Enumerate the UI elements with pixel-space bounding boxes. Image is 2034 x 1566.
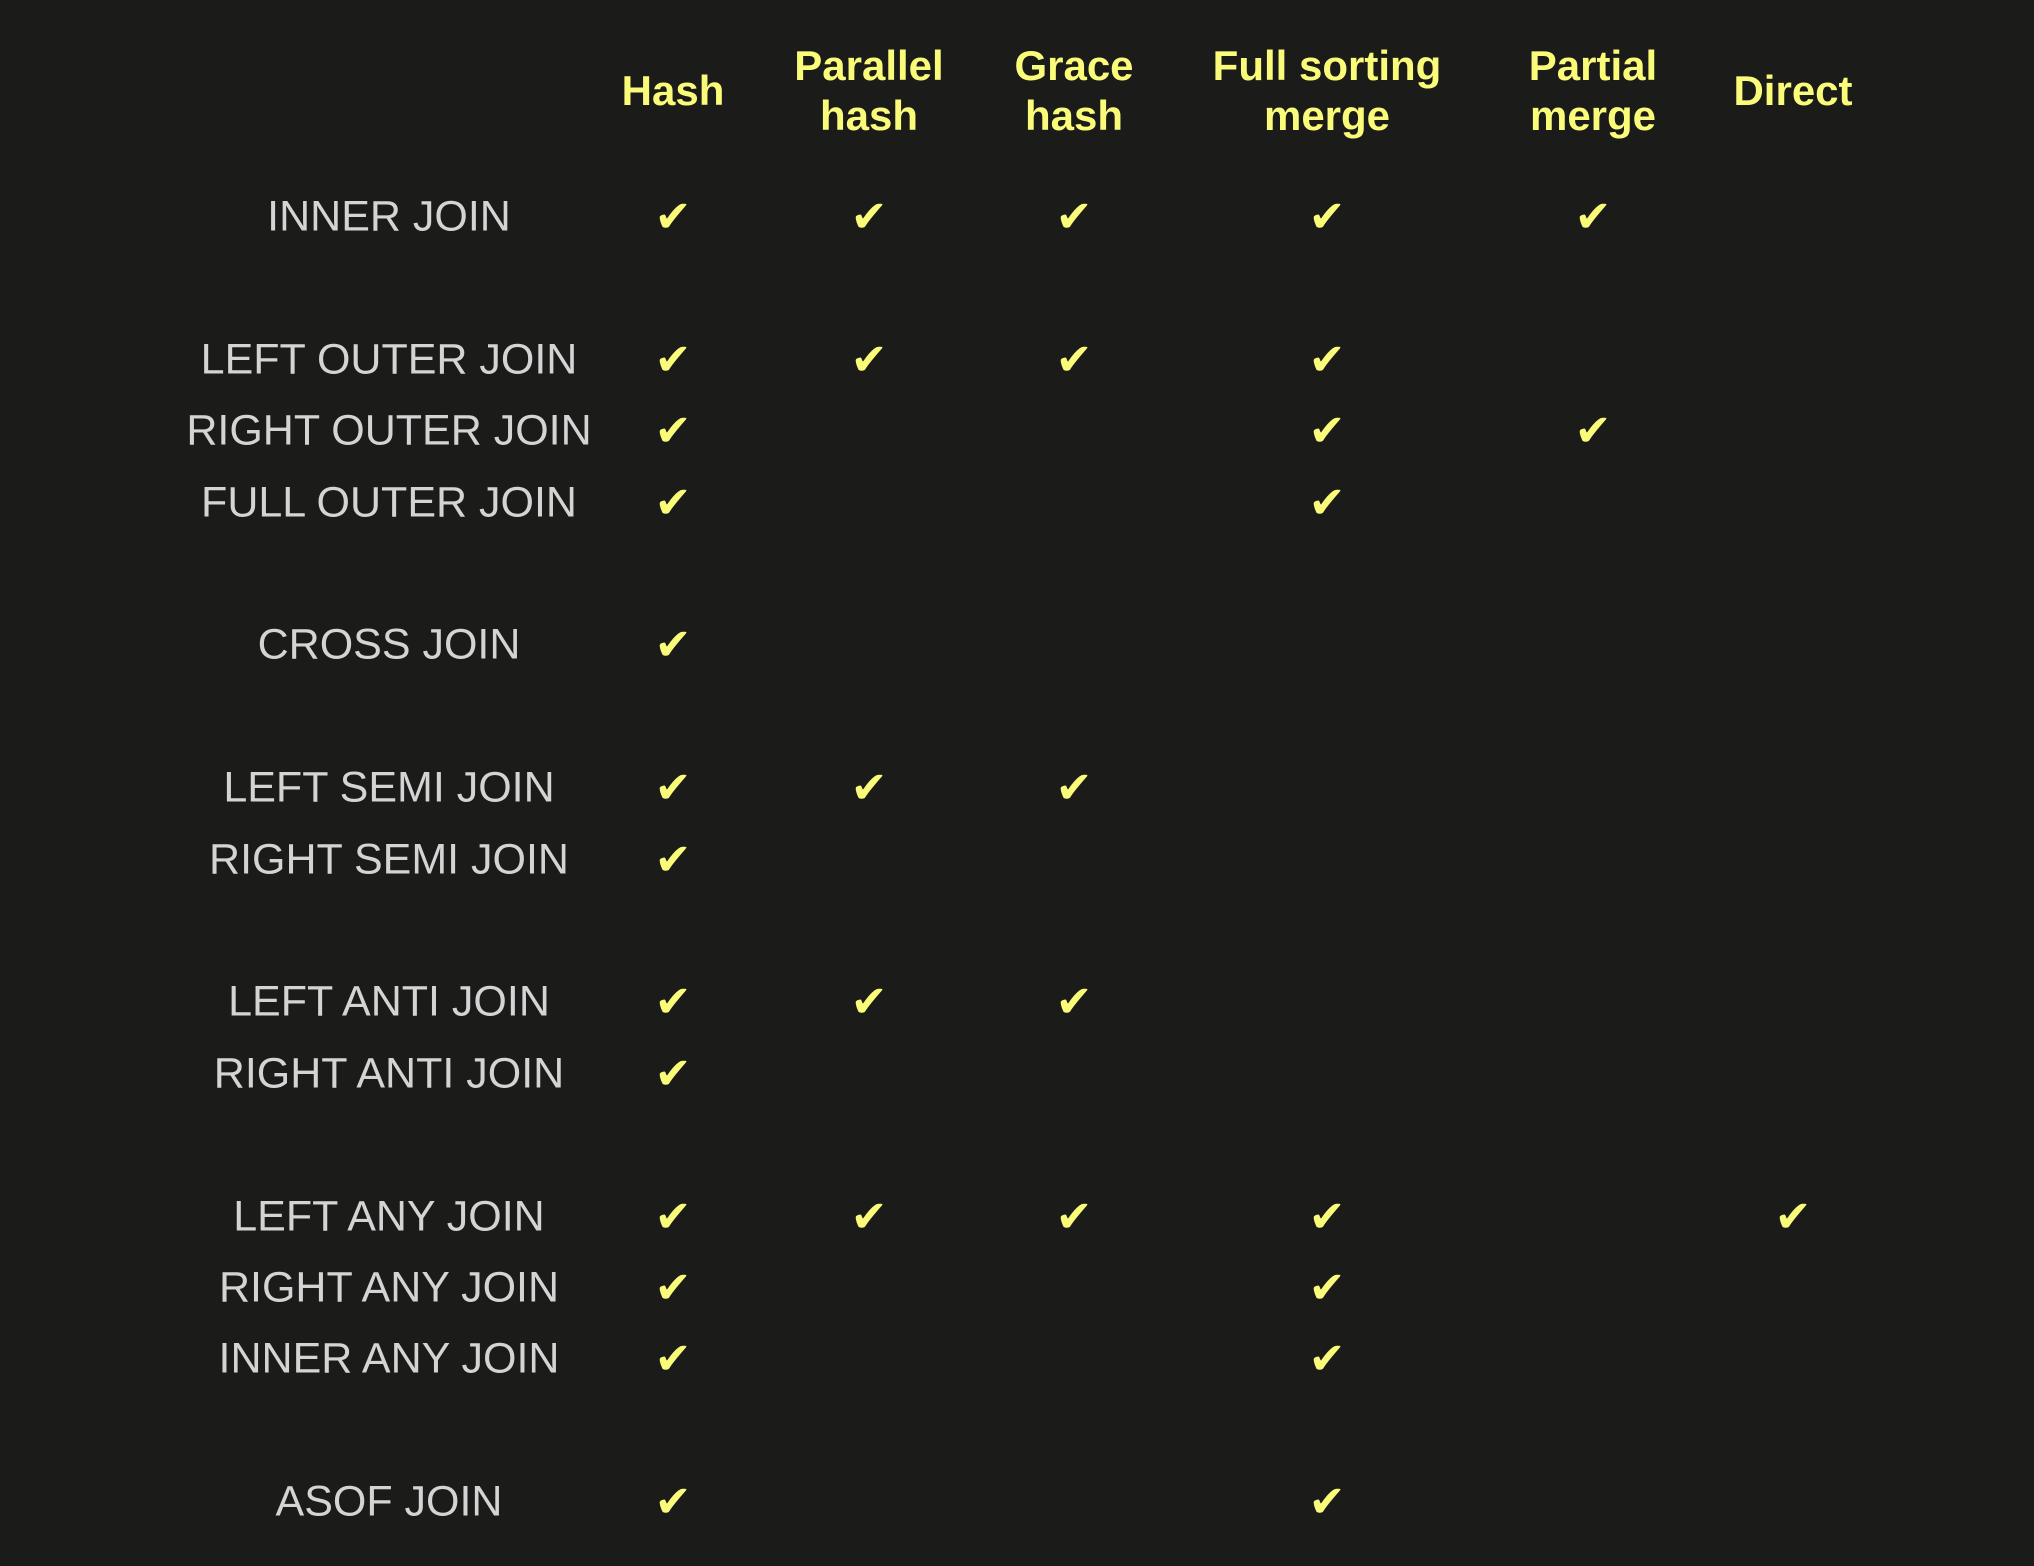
checkmark-icon: ✔ — [654, 1262, 692, 1314]
checkmark-icon: ✔ — [654, 405, 692, 457]
column-header-line: Grace — [1014, 42, 1134, 89]
column-header: Hash — [622, 66, 725, 116]
row-label: LEFT ANTI JOIN — [228, 977, 550, 1026]
checkmark-icon: ✔ — [850, 762, 888, 814]
checkmark-icon: ✔ — [850, 1191, 888, 1243]
checkmark-icon: ✔ — [654, 334, 692, 386]
checkmark-icon: ✔ — [1055, 191, 1093, 243]
checkmark-icon: ✔ — [1774, 1191, 1812, 1243]
column-header-line: merge — [1529, 92, 1657, 139]
column-header-line: Partial — [1528, 42, 1658, 89]
row-label: INNER JOIN — [267, 192, 511, 241]
row-label: RIGHT SEMI JOIN — [209, 835, 569, 884]
checkmark-icon: ✔ — [1055, 976, 1093, 1028]
checkmark-icon: ✔ — [654, 976, 692, 1028]
checkmark-icon: ✔ — [1308, 1262, 1346, 1314]
row-label: FULL OUTER JOIN — [201, 478, 577, 527]
checkmark-icon: ✔ — [850, 334, 888, 386]
column-header-line: Hash — [621, 67, 725, 114]
column-header-line: Full sorting — [1212, 42, 1442, 89]
checkmark-icon: ✔ — [1055, 1191, 1093, 1243]
checkmark-icon: ✔ — [1574, 405, 1612, 457]
checkmark-icon: ✔ — [654, 834, 692, 886]
column-header: Partial merge — [1529, 41, 1657, 141]
row-label: CROSS JOIN — [257, 620, 521, 669]
column-header-line: Direct — [1733, 67, 1853, 114]
checkmark-icon: ✔ — [850, 191, 888, 243]
checkmark-icon: ✔ — [1055, 762, 1093, 814]
checkmark-icon: ✔ — [850, 976, 888, 1028]
checkmark-icon: ✔ — [1574, 191, 1612, 243]
column-header-line: hash — [1024, 92, 1124, 139]
column-header-line: merge — [1263, 92, 1391, 139]
row-label: LEFT ANY JOIN — [233, 1192, 545, 1241]
column-header: Full sorting merge — [1213, 41, 1442, 141]
column-header-line: Parallel — [794, 42, 944, 89]
checkmark-icon: ✔ — [1308, 334, 1346, 386]
row-label: ASOF JOIN — [275, 1477, 503, 1526]
checkmark-icon: ✔ — [654, 619, 692, 671]
checkmark-icon: ✔ — [1308, 477, 1346, 529]
checkmark-icon: ✔ — [1308, 1333, 1346, 1385]
checkmark-icon: ✔ — [1308, 191, 1346, 243]
row-label: RIGHT OUTER JOIN — [186, 406, 592, 455]
row-label: INNER ANY JOIN — [218, 1334, 560, 1383]
checkmark-icon: ✔ — [654, 762, 692, 814]
row-label: RIGHT ANY JOIN — [218, 1263, 560, 1312]
checkmark-icon: ✔ — [654, 191, 692, 243]
row-label: LEFT SEMI JOIN — [223, 763, 555, 812]
checkmark-icon: ✔ — [654, 477, 692, 529]
checkmark-icon: ✔ — [654, 1476, 692, 1528]
column-header: Direct — [1733, 66, 1852, 116]
checkmark-icon: ✔ — [1308, 1191, 1346, 1243]
checkmark-icon: ✔ — [1308, 1476, 1346, 1528]
checkmark-icon: ✔ — [654, 1333, 692, 1385]
column-header: Parallel hash — [794, 41, 943, 141]
row-label: LEFT OUTER JOIN — [200, 335, 578, 384]
column-header-line: hash — [819, 92, 919, 139]
checkmark-icon: ✔ — [654, 1191, 692, 1243]
checkmark-icon: ✔ — [1308, 405, 1346, 457]
checkmark-icon: ✔ — [654, 1048, 692, 1100]
checkmark-icon: ✔ — [1055, 334, 1093, 386]
column-header: Grace hash — [1014, 41, 1133, 141]
row-label: RIGHT ANTI JOIN — [213, 1049, 565, 1098]
